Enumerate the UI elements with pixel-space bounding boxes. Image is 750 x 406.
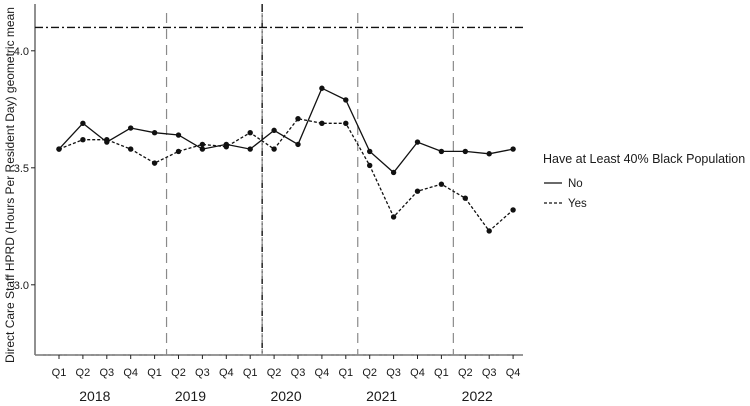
- point-yes-8: [247, 130, 253, 136]
- series-layer: [56, 85, 516, 234]
- point-yes-13: [367, 162, 373, 169]
- y-tick-label: 4.0: [14, 46, 29, 58]
- point-no-5: [175, 132, 182, 138]
- x-tick-label: Q2: [458, 367, 473, 379]
- point-no-17: [462, 148, 468, 155]
- point-yes-19: [510, 207, 516, 213]
- x-tick-label: Q4: [219, 367, 234, 379]
- x-ticks: Q1 Q2 Q3 Q4 Q1 Q2 Q3 Q4 Q1 Q2 Q3 Q4 Q1 Q2 Q3 Q4 Q1 Q2 Q3 Q4: [52, 355, 521, 379]
- year-label: 2018: [79, 388, 110, 404]
- x-tick-label: Q1: [52, 367, 67, 379]
- point-no-16: [438, 148, 445, 155]
- x-tick-label: Q2: [171, 367, 186, 379]
- x-tick-label: Q2: [362, 367, 377, 379]
- point-no-8: [247, 146, 253, 152]
- point-yes-6: [199, 141, 206, 148]
- y-ticks: 3.0 3.5 4.0: [14, 46, 35, 292]
- x-tick-label: Q4: [315, 367, 330, 379]
- legend-title: Have at Least 40% Black Population: [543, 152, 745, 166]
- x-tick-label: Q4: [410, 367, 425, 379]
- series-line-no: [58, 87, 514, 174]
- x-tick-label: Q3: [291, 367, 306, 379]
- x-tick-label: Q2: [76, 367, 91, 379]
- point-no-14: [390, 169, 397, 176]
- legend-label-no: No: [568, 178, 583, 190]
- point-no-6: [199, 146, 206, 152]
- year-dividers: [165, 13, 454, 355]
- point-no-12: [343, 97, 349, 103]
- point-yes-14: [390, 214, 397, 220]
- year-label: 2022: [462, 388, 493, 404]
- x-tick-label: Q3: [386, 367, 401, 379]
- year-labels: 2018 2019 2020 2021 2022: [79, 388, 493, 404]
- legend: Have at Least 40% Black Population No Ye…: [543, 152, 745, 210]
- point-yes-2: [104, 137, 110, 143]
- x-tick-label: Q3: [482, 367, 497, 379]
- point-yes-5: [175, 148, 182, 155]
- point-yes-1: [80, 137, 86, 143]
- year-label: 2019: [175, 388, 206, 404]
- legend-label-yes: Yes: [568, 198, 587, 210]
- point-no-18: [486, 151, 492, 157]
- point-no-4: [151, 130, 158, 136]
- point-no-3: [128, 125, 134, 131]
- point-no-10: [295, 141, 301, 148]
- reference-lines: [35, 4, 523, 356]
- y-tick-label: 3.5: [14, 163, 29, 175]
- x-tick-label: Q2: [267, 367, 282, 379]
- point-yes-10: [295, 115, 301, 122]
- y-axis-title: Direct Care Staff HPRD (Hours Per Reside…: [3, 7, 17, 363]
- point-no-19: [510, 146, 516, 152]
- point-no-9: [271, 127, 277, 134]
- point-yes-9: [271, 146, 277, 152]
- point-yes-7: [223, 144, 229, 150]
- point-yes-15: [414, 188, 421, 194]
- point-yes-3: [128, 146, 134, 152]
- x-tick-label: Q1: [147, 367, 162, 379]
- point-no-11: [319, 85, 325, 91]
- x-tick-label: Q1: [434, 367, 449, 379]
- series-line-yes: [58, 117, 514, 232]
- point-yes-0: [56, 146, 62, 152]
- year-label: 2020: [270, 388, 301, 404]
- x-tick-label: Q3: [195, 367, 210, 379]
- point-yes-18: [486, 228, 492, 234]
- point-yes-17: [462, 195, 468, 201]
- x-tick-label: Q3: [99, 367, 114, 379]
- year-label: 2021: [366, 388, 397, 404]
- y-tick-label: 3.0: [14, 280, 29, 292]
- point-yes-16: [438, 181, 445, 187]
- x-tick-label: Q4: [123, 367, 138, 379]
- point-no-13: [367, 148, 373, 155]
- point-no-15: [414, 139, 421, 145]
- point-yes-12: [343, 120, 349, 127]
- x-tick-label: Q1: [243, 367, 258, 379]
- point-yes-4: [151, 160, 158, 166]
- point-no-1: [80, 120, 86, 127]
- x-tick-label: Q1: [338, 367, 353, 379]
- point-yes-11: [319, 120, 325, 127]
- x-tick-label: Q4: [506, 367, 521, 379]
